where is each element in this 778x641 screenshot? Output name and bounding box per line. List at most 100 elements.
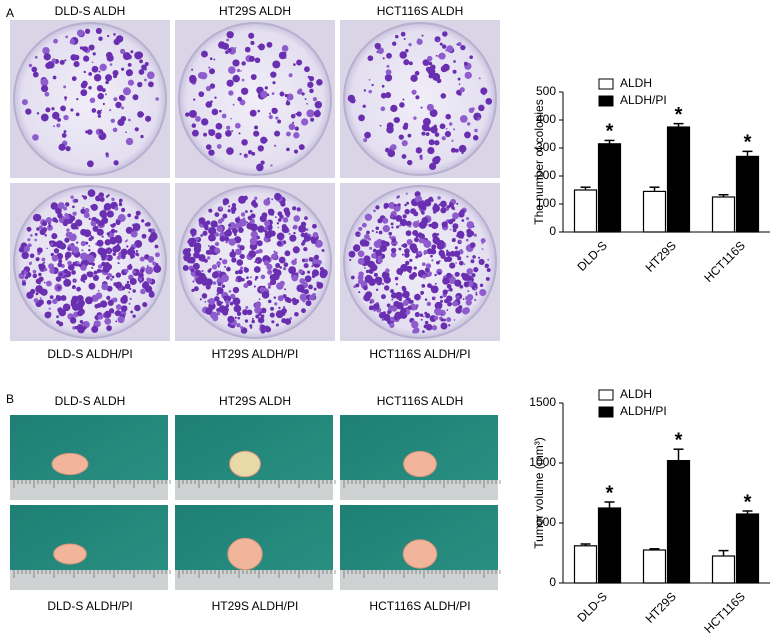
colony	[46, 247, 48, 250]
colony	[283, 262, 289, 268]
colony	[64, 98, 67, 101]
colony	[428, 61, 433, 66]
colony	[130, 257, 133, 259]
colony	[275, 216, 277, 218]
colony	[88, 217, 91, 221]
colony	[437, 271, 442, 276]
colony	[88, 44, 95, 51]
colony	[221, 259, 228, 265]
colony	[106, 232, 110, 236]
colony	[128, 291, 131, 294]
colony	[70, 316, 77, 323]
colony	[417, 250, 422, 256]
colony	[293, 149, 299, 154]
colony	[114, 230, 118, 233]
colony	[36, 227, 40, 231]
tumor	[402, 539, 438, 569]
colony	[118, 198, 123, 203]
colony	[225, 240, 228, 244]
colony	[431, 259, 434, 262]
colony	[234, 316, 237, 319]
legend-label: ALDH/PI	[620, 404, 667, 418]
colony	[425, 323, 433, 331]
colony	[391, 242, 395, 245]
colony	[413, 266, 417, 270]
colony	[38, 276, 44, 282]
colony	[154, 244, 159, 249]
colony	[139, 268, 145, 274]
colony	[76, 241, 79, 244]
significance: *	[675, 429, 683, 451]
colony	[270, 306, 274, 311]
colony	[40, 113, 49, 122]
colony	[364, 213, 373, 221]
colony	[59, 59, 65, 65]
colony	[193, 245, 201, 254]
colony	[470, 259, 475, 264]
colony	[253, 285, 256, 288]
colony	[358, 226, 363, 231]
colony	[304, 216, 308, 220]
colony	[239, 253, 245, 260]
colony	[204, 300, 207, 303]
colony	[254, 57, 261, 64]
colony	[456, 43, 459, 46]
colony	[208, 66, 211, 69]
colony	[404, 248, 410, 254]
colony	[231, 249, 235, 252]
colony	[373, 303, 380, 310]
colony	[298, 144, 305, 151]
colony	[458, 305, 463, 310]
colony	[99, 196, 102, 199]
colony	[55, 276, 62, 282]
colony	[214, 232, 219, 237]
colony	[446, 205, 450, 209]
colony	[296, 111, 302, 117]
colony	[92, 274, 99, 281]
ruler	[10, 480, 168, 500]
colony	[415, 95, 420, 100]
colony	[139, 59, 143, 64]
colony	[144, 285, 153, 293]
significance: *	[744, 132, 752, 154]
colony	[357, 250, 365, 258]
colony	[249, 109, 257, 117]
colony	[385, 69, 392, 76]
colony	[391, 238, 396, 243]
colony	[65, 215, 70, 220]
colony	[79, 46, 83, 50]
colony	[390, 289, 394, 294]
colony	[97, 289, 100, 292]
colony	[113, 312, 115, 314]
colony	[201, 118, 209, 126]
colony	[113, 97, 118, 102]
colony	[65, 35, 69, 39]
colony	[31, 66, 38, 73]
colony	[89, 97, 96, 104]
colony	[260, 328, 266, 334]
colony	[219, 257, 222, 261]
colony	[438, 249, 445, 257]
colony	[406, 201, 410, 205]
colony	[225, 50, 229, 54]
colony	[101, 252, 105, 257]
colony	[80, 82, 87, 89]
colony	[446, 272, 452, 279]
colony	[313, 287, 317, 291]
colony	[110, 228, 116, 234]
colony	[78, 263, 82, 268]
colony	[32, 269, 37, 274]
colony	[219, 206, 223, 210]
colony	[374, 276, 382, 283]
colony	[137, 111, 144, 118]
colony	[420, 293, 423, 296]
colony	[202, 230, 208, 236]
colony	[253, 130, 260, 137]
colony	[240, 266, 244, 270]
colony	[80, 252, 88, 261]
colony	[284, 296, 291, 303]
colony	[224, 236, 229, 242]
colony	[278, 256, 286, 264]
colony	[250, 326, 253, 329]
colony	[427, 283, 432, 288]
